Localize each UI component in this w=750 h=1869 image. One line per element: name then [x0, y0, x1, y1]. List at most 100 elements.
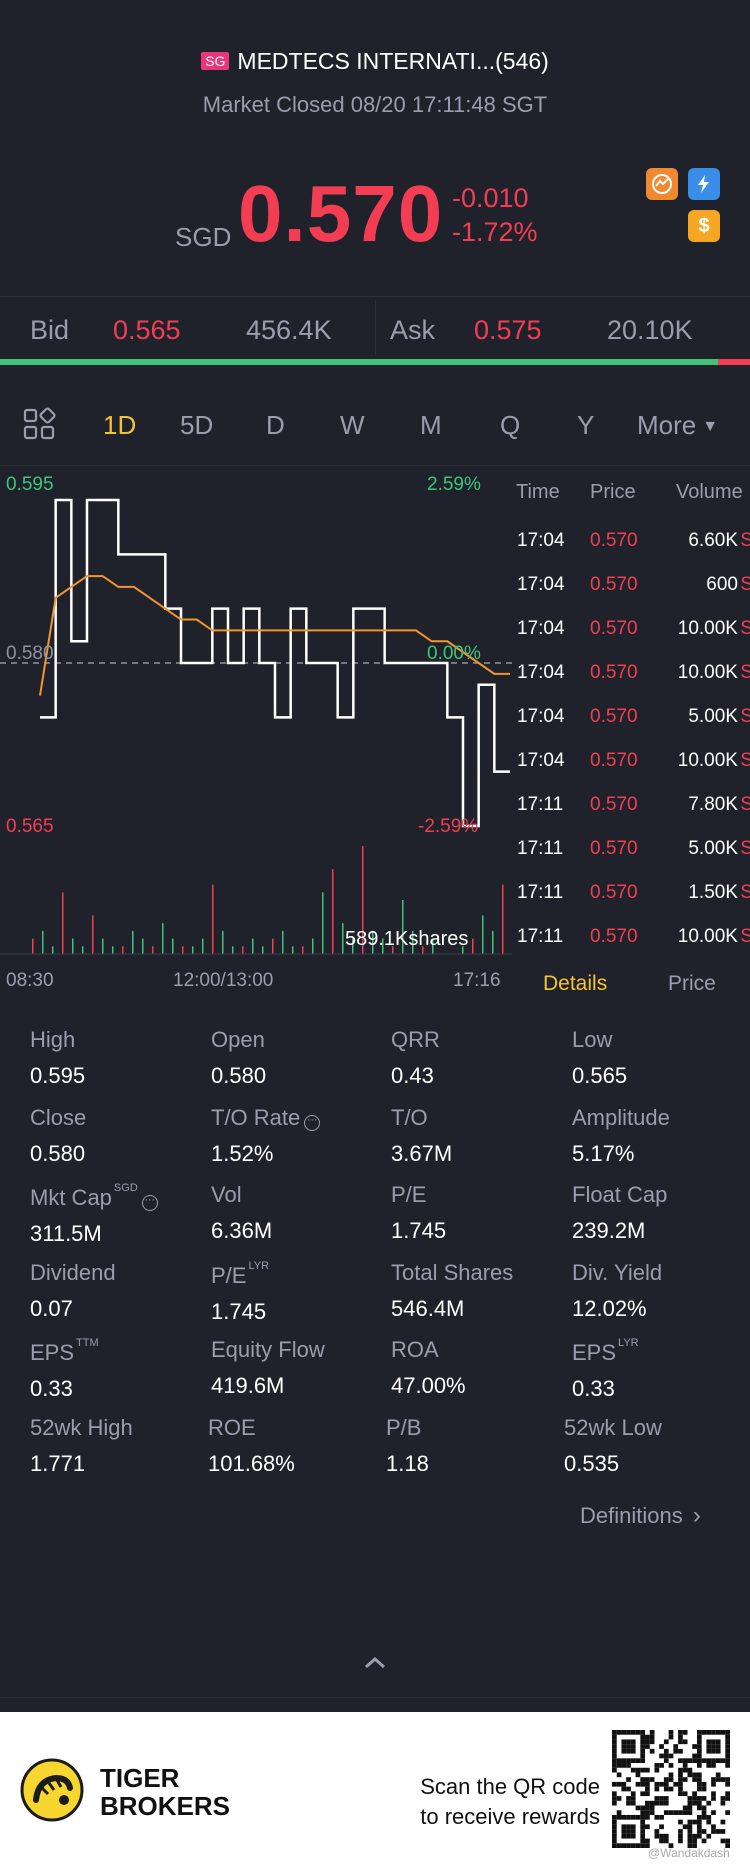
stat-label-text: Low	[572, 1027, 613, 1052]
stat-label: 52wk High	[30, 1415, 133, 1441]
qr-module	[696, 1748, 702, 1754]
stat-label-text: P/E	[211, 1262, 247, 1288]
tab-1d[interactable]: 1D	[103, 410, 137, 440]
flash-icon[interactable]	[688, 168, 720, 200]
tab-5d[interactable]: 5D	[180, 410, 214, 440]
stat-label-text: QRR	[391, 1027, 440, 1052]
qr-module	[706, 1758, 712, 1764]
info-icon[interactable]: ⋯	[141, 1195, 158, 1211]
intraday-chart[interactable]	[0, 466, 512, 960]
stat-label: Equity Flow	[211, 1337, 325, 1363]
volume-bar	[132, 930, 134, 954]
trade-time: 17:04	[517, 662, 565, 683]
qr-module	[692, 1772, 697, 1778]
time-end: 17:16	[453, 970, 501, 991]
stat-label: Div. Yield	[572, 1260, 662, 1286]
qr-module	[612, 1829, 617, 1834]
trade-volume: 10.00K	[677, 750, 738, 771]
market-status: Market Closed 08/20 17:11:48 SGT	[202, 92, 548, 117]
brand-name: TIGER BROKERS	[100, 1764, 230, 1820]
qr-module	[612, 1744, 617, 1749]
trade-side: S	[740, 882, 750, 903]
tab-more[interactable]: More ▼	[637, 410, 718, 441]
stat-label-text: Equity Flow	[211, 1337, 325, 1362]
qr-module	[687, 1767, 693, 1773]
qr-module	[649, 1805, 655, 1811]
tab-d[interactable]: D	[266, 410, 285, 440]
stat-amplitude: Amplitude 5.17%	[572, 1105, 670, 1167]
qr-module	[626, 1777, 631, 1782]
tab-m[interactable]: M	[420, 410, 442, 440]
chevron-up-icon[interactable]	[363, 1655, 387, 1674]
qr-code[interactable]	[612, 1730, 730, 1848]
trade-price: 0.570	[590, 838, 638, 859]
volume-bar	[482, 915, 484, 954]
tab-price[interactable]: Price	[668, 972, 716, 995]
briefcase-icon[interactable]	[646, 168, 678, 200]
trade-side: S	[740, 706, 750, 727]
qr-module	[640, 1810, 646, 1815]
stat-label: P/B	[386, 1415, 429, 1441]
qr-module	[626, 1800, 631, 1806]
stat-label-text: Float Cap	[572, 1182, 668, 1207]
qr-module	[612, 1800, 617, 1806]
volume-bar	[322, 892, 324, 954]
qr-module	[645, 1843, 650, 1848]
qr-module	[659, 1800, 664, 1806]
trade-volume: 10.00K	[677, 618, 738, 639]
stat-value: 1.745	[391, 1218, 447, 1243]
divider	[0, 1697, 750, 1698]
qr-module	[711, 1739, 716, 1745]
qr-module	[645, 1814, 650, 1820]
qr-module	[616, 1763, 622, 1768]
dollar-icon[interactable]: $	[688, 210, 720, 242]
stat-label-text: Vol	[211, 1182, 242, 1207]
trade-time: 17:11	[517, 838, 564, 859]
qr-module	[630, 1829, 636, 1834]
stat-label: ROA	[391, 1337, 466, 1363]
qr-module	[687, 1805, 693, 1811]
qr-module	[630, 1748, 636, 1754]
stat-wk52-low: 52wk Low 0.535	[564, 1415, 662, 1477]
qr-module	[687, 1758, 693, 1764]
tab-w[interactable]: W	[340, 410, 365, 440]
qr-module	[621, 1829, 627, 1834]
volume-bar	[362, 846, 364, 954]
stat-label-text: High	[30, 1027, 76, 1052]
tab-details[interactable]: Details	[543, 972, 607, 996]
volume-bar	[192, 946, 194, 954]
stat-label: QRR	[391, 1027, 440, 1053]
trade-row: 17:04 0.570 10.00K S	[512, 662, 750, 706]
stat-value: 0.07	[30, 1295, 73, 1321]
qr-module	[640, 1824, 646, 1830]
qr-module	[630, 1843, 636, 1848]
stat-value: 0.535	[564, 1450, 620, 1476]
volume-bar	[342, 923, 344, 954]
tab-y[interactable]: Y	[577, 410, 595, 440]
qr-module	[725, 1744, 730, 1749]
qr-module	[711, 1810, 716, 1815]
info-icon[interactable]: ⋯	[304, 1114, 321, 1131]
volume-total-label: 589.1Kshares	[345, 928, 469, 950]
volume-bar	[72, 938, 74, 954]
qr-module	[612, 1734, 617, 1740]
qr-module	[706, 1814, 712, 1820]
qr-module	[626, 1739, 631, 1745]
qr-module	[696, 1800, 702, 1806]
qr-module	[711, 1781, 716, 1787]
definitions-link[interactable]: Definitions ›	[580, 1502, 701, 1530]
qr-module	[701, 1829, 707, 1834]
stat-label-text: Close	[30, 1104, 87, 1130]
volume-bar	[382, 938, 384, 954]
qr-module	[725, 1739, 730, 1745]
trade-price: 0.570	[590, 662, 638, 683]
qr-module	[706, 1744, 712, 1749]
qr-module	[621, 1758, 627, 1764]
qr-module	[621, 1748, 627, 1754]
volume-bar	[412, 930, 414, 954]
layout-grid-icon[interactable]	[22, 407, 56, 446]
stat-div-yield: Div. Yield 12.02%	[572, 1260, 662, 1322]
tab-q[interactable]: Q	[500, 410, 521, 440]
trade-volume: 1.50K	[688, 882, 738, 903]
qr-module	[645, 1739, 650, 1745]
